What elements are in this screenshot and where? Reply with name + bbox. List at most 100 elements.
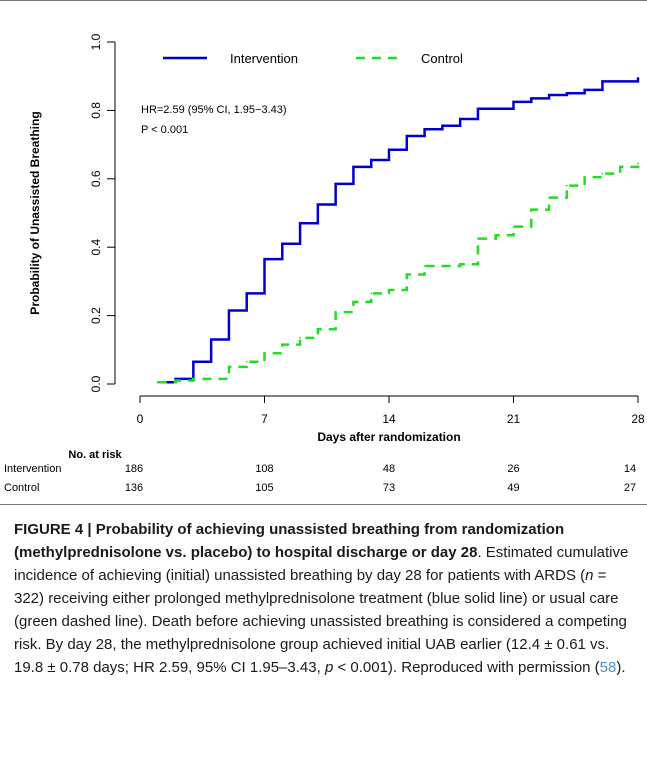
data-point xyxy=(174,377,177,380)
caption-text-3: < 0.001). Reproduced with permission ( xyxy=(333,659,600,676)
risk-count: 136 xyxy=(125,482,143,494)
risk-row-label: Intervention xyxy=(4,463,61,475)
data-point xyxy=(388,289,390,291)
data-point xyxy=(530,97,533,100)
data-point xyxy=(316,328,319,331)
data-point xyxy=(548,94,550,96)
data-point xyxy=(210,338,213,341)
p-value-annotation: P < 0.001 xyxy=(141,124,188,136)
x-tick-label: 0 xyxy=(137,412,144,426)
data-point xyxy=(494,234,497,237)
data-point xyxy=(263,258,266,261)
risk-count: 186 xyxy=(125,463,143,475)
caption-n-var: n xyxy=(585,567,594,584)
data-point xyxy=(192,377,195,380)
data-point xyxy=(459,118,462,120)
risk-table: No. at risk Intervention 186 108 48 26 14 Contr… xyxy=(4,449,636,494)
risk-count: 26 xyxy=(507,463,519,475)
risk-count: 73 xyxy=(383,482,395,494)
data-point xyxy=(405,273,408,276)
y-tick-label: 1.0 xyxy=(89,33,103,50)
data-point xyxy=(174,379,177,382)
y-tick-label: 0.4 xyxy=(89,239,103,256)
x-tick-label: 28 xyxy=(631,412,645,426)
caption-text-2: = 322) receiving either prolonged methyl… xyxy=(14,567,627,676)
risk-row-label: Control xyxy=(4,482,39,494)
series-layer xyxy=(156,77,640,384)
data-point xyxy=(334,311,337,314)
risk-count: 27 xyxy=(624,482,636,494)
risk-count: 105 xyxy=(255,482,273,494)
data-point xyxy=(601,80,604,83)
data-point xyxy=(299,222,301,225)
y-tick-label: 0.0 xyxy=(89,375,103,392)
reference-link[interactable]: 58 xyxy=(599,659,617,676)
data-point xyxy=(192,360,195,363)
data-point xyxy=(530,208,533,211)
data-point xyxy=(245,360,248,363)
data-point xyxy=(245,292,248,295)
risk-count: 48 xyxy=(383,463,395,475)
legend: Intervention Control xyxy=(163,51,463,66)
data-point xyxy=(459,263,462,266)
series-line-intervention xyxy=(157,77,640,384)
x-tick-label: 21 xyxy=(507,412,521,426)
data-point xyxy=(281,242,284,245)
caption-title: Probability of achieving unassisted brea… xyxy=(14,521,565,561)
risk-count: 49 xyxy=(507,482,519,494)
figure-caption: FIGURE 4 | Probability of achieving unas… xyxy=(14,518,637,679)
data-point xyxy=(477,237,479,240)
data-point xyxy=(583,176,586,178)
data-point xyxy=(334,183,337,185)
x-tick-label: 7 xyxy=(261,412,268,426)
data-point xyxy=(263,352,266,355)
data-point xyxy=(352,165,355,168)
data-point xyxy=(619,165,622,168)
data-point xyxy=(565,92,568,95)
caption-p-var: p xyxy=(324,659,334,676)
hazard-ratio-annotation: HR=2.59 (95% CI, 1.95−3.43) xyxy=(141,104,287,116)
legend-label: Intervention xyxy=(230,51,298,66)
data-point xyxy=(601,172,604,175)
data-point xyxy=(512,100,515,103)
data-point xyxy=(228,366,230,368)
data-point xyxy=(423,265,426,267)
chart-axes: 0.0 0.2 0.4 0.6 0.8 1.0 Probability of Unassis… xyxy=(28,33,645,444)
y-tick-label: 0.6 xyxy=(89,170,103,187)
risk-table-title: No. at risk xyxy=(68,449,122,461)
data-point xyxy=(228,309,230,312)
data-point xyxy=(637,162,639,165)
x-axis-label: Days after randomization xyxy=(317,430,460,444)
data-point xyxy=(512,225,515,228)
data-point xyxy=(370,159,373,161)
top-rule xyxy=(0,0,647,1)
data-point xyxy=(299,336,301,339)
data-point xyxy=(423,128,426,131)
data-point xyxy=(405,135,408,137)
data-point xyxy=(583,88,586,91)
data-point xyxy=(477,107,479,110)
caption-text-4: ). xyxy=(616,659,626,676)
y-tick-label: 0.8 xyxy=(89,102,103,119)
series-line-control xyxy=(157,163,640,384)
data-point xyxy=(281,343,284,346)
data-point xyxy=(370,292,373,295)
caption-rule xyxy=(0,504,647,505)
data-point xyxy=(352,301,355,303)
data-point xyxy=(441,124,444,127)
data-point xyxy=(565,184,568,187)
legend-label: Control xyxy=(421,51,463,66)
chart-area: 0.0 0.2 0.4 0.6 0.8 1.0 Probability of Unassis… xyxy=(4,33,645,494)
risk-count: 14 xyxy=(624,463,636,475)
x-tick-label: 14 xyxy=(382,412,396,426)
caption-label: FIGURE 4 xyxy=(14,521,84,538)
y-tick-label: 0.2 xyxy=(89,307,103,324)
caption-text-1: . Estimated cumulative incidence of achi… xyxy=(14,544,629,584)
caption-separator: | xyxy=(83,521,96,538)
data-point xyxy=(316,203,319,206)
data-point xyxy=(156,381,159,384)
annotations: HR=2.59 (95% CI, 1.95−3.43) P < 0.001 xyxy=(141,104,287,136)
data-point xyxy=(548,196,550,199)
data-point xyxy=(388,148,390,151)
